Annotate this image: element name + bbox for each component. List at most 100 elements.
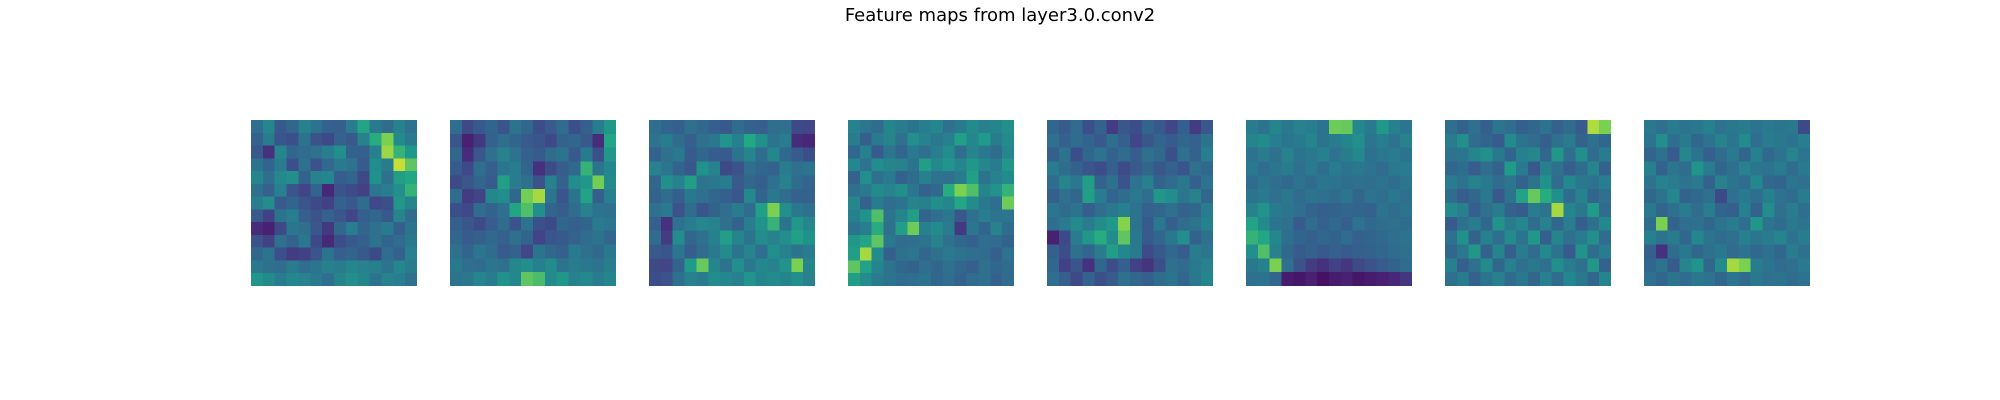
heatmap-cell <box>649 244 662 259</box>
heatmap-cell <box>1340 244 1354 259</box>
heatmap-cell <box>334 145 347 159</box>
heatmap-cell <box>604 203 616 218</box>
heatmap-cell <box>580 258 593 273</box>
heatmap-cell <box>1703 258 1716 273</box>
heatmap-cell <box>1655 120 1669 135</box>
heatmap-cell <box>461 272 475 286</box>
heatmap-cell <box>533 175 546 190</box>
heatmap-cell <box>568 133 582 149</box>
heatmap-cell <box>1504 230 1517 246</box>
heatmap-cell <box>708 189 721 204</box>
heatmap-cell <box>895 171 908 185</box>
heatmap-cell <box>1141 230 1155 246</box>
heatmap-cell <box>1691 203 1704 218</box>
heatmap-cell <box>791 147 804 163</box>
heatmap-cell <box>405 132 417 147</box>
heatmap-cell <box>1269 216 1283 232</box>
heatmap-cell <box>1727 244 1740 259</box>
heatmap-cell <box>274 247 288 262</box>
heatmap-cell <box>859 209 873 223</box>
heatmap-cell <box>580 203 593 218</box>
heatmap-cell <box>708 244 721 259</box>
heatmap-cell <box>461 258 475 273</box>
heatmap-cell <box>485 133 499 149</box>
heatmap-cell <box>1094 244 1107 259</box>
heatmap-cell <box>883 222 897 236</box>
heatmap-cell <box>1201 147 1213 163</box>
heatmap-cell <box>1528 175 1541 190</box>
heatmap-cell <box>1165 216 1179 232</box>
heatmap-cell <box>1130 120 1143 135</box>
heatmap-cell <box>895 158 908 172</box>
heatmap-cell <box>743 203 757 218</box>
heatmap-cell <box>684 147 698 163</box>
heatmap-cell <box>1575 216 1588 232</box>
heatmap-cell <box>672 244 686 259</box>
heatmap-cell <box>544 133 558 149</box>
heatmap-cell <box>533 147 546 163</box>
heatmap-cell <box>1177 272 1190 286</box>
heatmap-cell <box>859 183 873 198</box>
heatmap-cell <box>262 222 276 236</box>
heatmap-cell <box>580 120 593 135</box>
heatmap-cell <box>1189 133 1202 149</box>
heatmap-cell <box>393 196 406 210</box>
heatmap-cell <box>649 203 662 218</box>
heatmap-cell <box>251 120 264 134</box>
heatmap-cell <box>1047 216 1060 232</box>
heatmap-cell <box>1388 161 1401 176</box>
heatmap-cell <box>1468 189 1482 204</box>
heatmap-cell <box>310 234 323 249</box>
heatmap-cell <box>1130 258 1143 273</box>
heatmap-cell <box>334 158 347 172</box>
heatmap-cell <box>1002 273 1014 286</box>
heatmap-cell <box>1750 203 1764 218</box>
heatmap-cell <box>1153 258 1167 273</box>
heatmap-cell <box>1305 272 1318 286</box>
heatmap-cell <box>919 260 932 274</box>
heatmap-cell <box>1504 175 1517 190</box>
heatmap-cell <box>791 258 804 273</box>
heatmap-cell <box>322 171 335 185</box>
heatmap-cell <box>743 175 757 190</box>
heatmap-cell <box>907 132 920 147</box>
heatmap-cell <box>485 258 499 273</box>
heatmap-cell <box>473 120 487 135</box>
heatmap-cell <box>649 272 662 286</box>
heatmap-cell <box>1340 120 1354 135</box>
heatmap-cell <box>521 175 534 190</box>
heatmap-cell <box>1329 258 1342 273</box>
heatmap-cell <box>803 175 815 190</box>
heatmap-cell <box>580 244 593 259</box>
heatmap-cell <box>604 258 616 273</box>
heatmap-cell <box>1774 147 1787 163</box>
heatmap-cell <box>544 161 558 176</box>
heatmap-cell <box>1070 120 1084 135</box>
heatmap-cell <box>942 171 956 185</box>
heatmap-cell <box>1070 175 1084 190</box>
heatmap-cell <box>521 244 534 259</box>
heatmap-cell <box>1058 203 1072 218</box>
heatmap-cell <box>1738 216 1752 232</box>
heatmap-cell <box>883 234 897 249</box>
heatmap-cell <box>1445 147 1458 163</box>
heatmap-cell <box>1667 120 1681 135</box>
heatmap-cell <box>1002 196 1014 210</box>
heatmap-cell <box>696 161 709 176</box>
heatmap-cell <box>1587 216 1600 232</box>
heatmap-cell <box>1599 230 1611 246</box>
heatmap-cell <box>568 216 582 232</box>
heatmap-cell <box>1786 120 1799 135</box>
heatmap-cell <box>1002 209 1014 223</box>
heatmap-cell <box>1679 161 1693 176</box>
heatmap-cell <box>1679 147 1693 163</box>
heatmap-cell <box>1388 216 1401 232</box>
heatmap-cell <box>1329 216 1342 232</box>
heatmap-cell <box>871 132 885 147</box>
heatmap-cell <box>1480 203 1494 218</box>
heatmap-cell <box>357 260 371 274</box>
heatmap-cell <box>1468 175 1482 190</box>
heatmap-cell <box>345 145 359 159</box>
heatmap-cell <box>649 258 662 273</box>
heatmap-cell <box>1189 147 1202 163</box>
